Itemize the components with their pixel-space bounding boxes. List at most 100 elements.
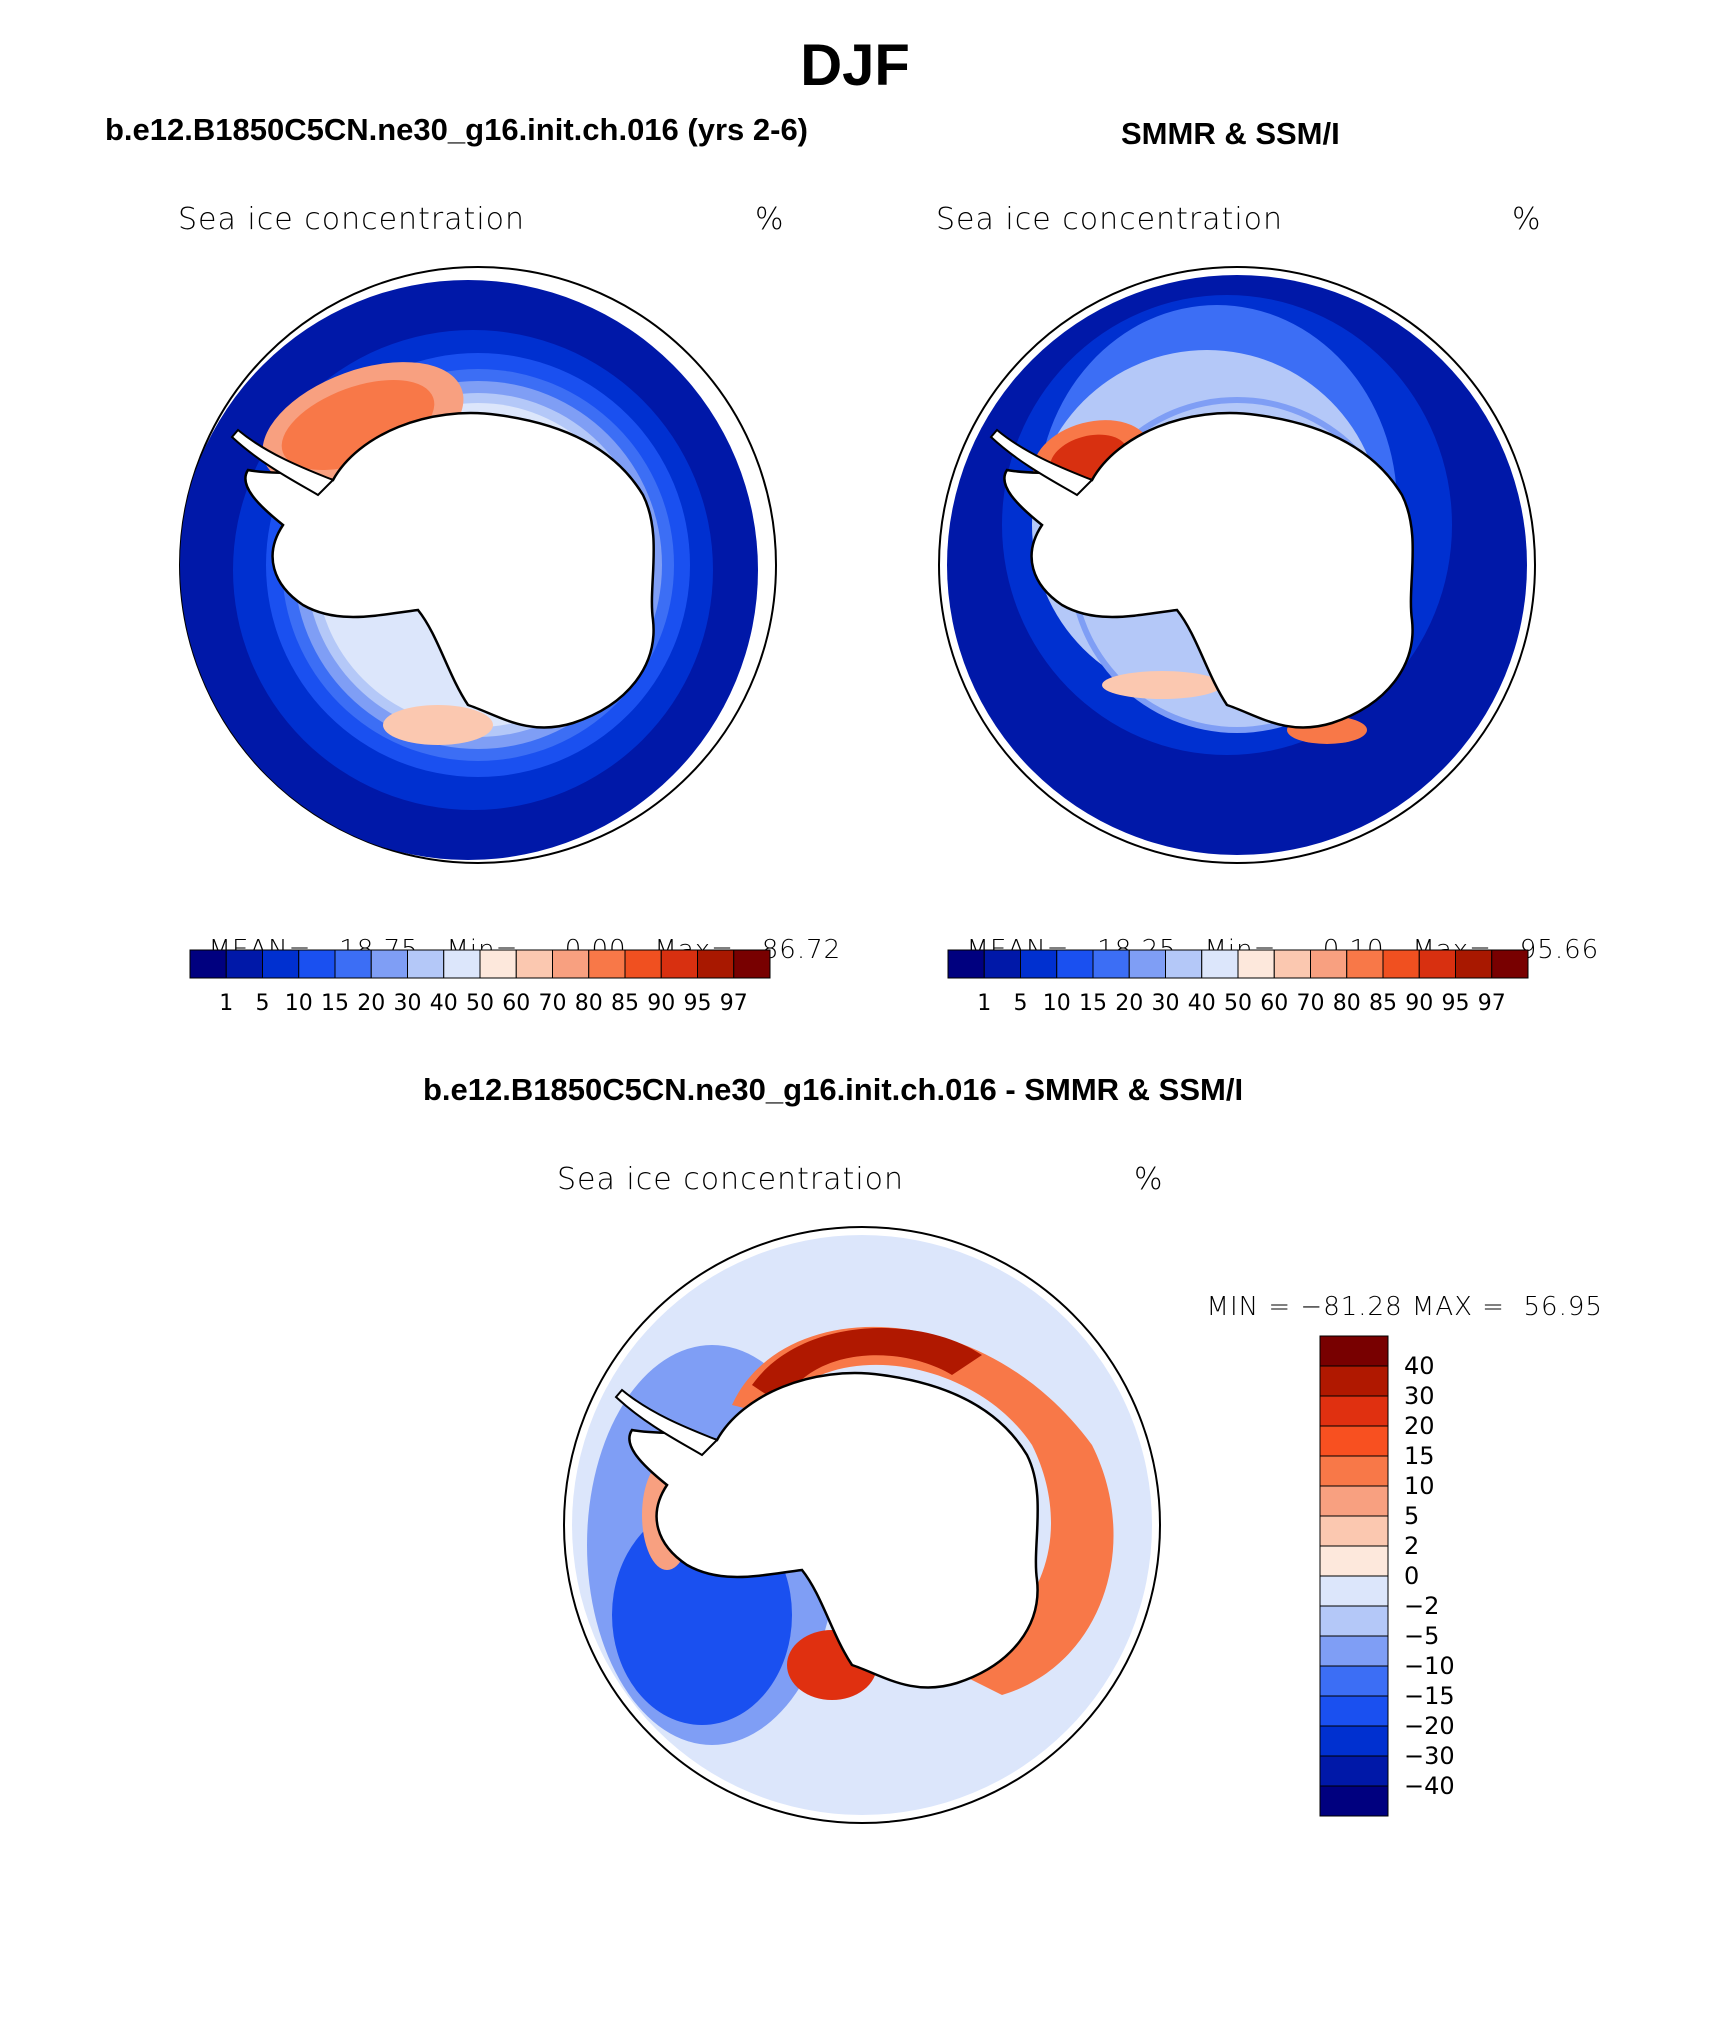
obs-colorbar-tick-label: 15: [1079, 991, 1107, 1016]
obs-units-label: %: [1512, 202, 1542, 237]
obs-colorbar-swatch: [1418, 949, 1456, 979]
diff-colorbar-swatch: [1319, 1365, 1389, 1397]
diff-colorbar-tick-label: −2: [1404, 1592, 1439, 1620]
panel-diff-title: b.e12.B1850C5CN.ne30_g16.init.ch.016 - S…: [423, 1072, 1244, 1107]
obs-colorbar-swatch: [1455, 949, 1493, 979]
obs-colorbar-swatch: [1201, 949, 1239, 979]
model-colorbar-swatch: [733, 949, 771, 979]
model-colorbar-tick-label: 95: [684, 991, 712, 1016]
obs-colorbar-swatch: [1056, 949, 1094, 979]
obs-colorbar-tick-label: 85: [1369, 991, 1397, 1016]
model-colorbar-tick-label: 30: [394, 991, 422, 1016]
figure-title: DJF: [800, 33, 910, 98]
model-colorbar-swatch: [552, 949, 590, 979]
panel-obs-title: SMMR & SSM/I: [1121, 116, 1340, 151]
diff-colorbar-tick-label: 15: [1404, 1442, 1435, 1470]
obs-colorbar-swatch: [1020, 949, 1058, 979]
model-colorbar-swatch: [624, 949, 662, 979]
model-colorbar-swatch: [407, 949, 445, 979]
model-colorbar-tick-label: 10: [285, 991, 313, 1016]
obs-colorbar-tick-label: 20: [1115, 991, 1143, 1016]
obs-map: [938, 266, 1536, 864]
panel-model-title: b.e12.B1850C5CN.ne30_g16.init.ch.016 (yr…: [105, 112, 809, 147]
model-colorbar-swatch: [443, 949, 481, 979]
model-colorbar-swatch: [370, 949, 408, 979]
diff-colorbar-swatch: [1319, 1725, 1389, 1757]
diff-colorbar-tick-label: −40: [1404, 1772, 1455, 1800]
diff-colorbar-swatch: [1319, 1665, 1389, 1697]
model-colorbar-tick-label: 5: [256, 991, 270, 1016]
obs-colorbar-tick-label: 60: [1260, 991, 1288, 1016]
obs-colorbar-tick-label: 70: [1297, 991, 1325, 1016]
obs-colorbar-tick-label: 80: [1333, 991, 1361, 1016]
diff-colorbar-swatch: [1319, 1635, 1389, 1667]
model-map: [179, 266, 777, 864]
diff-colorbar-swatch: [1319, 1425, 1389, 1457]
model-colorbar-swatch: [479, 949, 517, 979]
model-colorbar-swatch: [588, 949, 626, 979]
model-colorbar-tick-label: 40: [430, 991, 458, 1016]
diff-colorbar-swatch: [1319, 1575, 1389, 1607]
obs-colorbar-swatch: [1273, 949, 1311, 979]
diff-colorbar-tick-label: 10: [1404, 1472, 1435, 1500]
model-colorbar-tick-label: 90: [647, 991, 675, 1016]
diff-colorbar-tick-label: 5: [1404, 1502, 1419, 1530]
model-colorbar: 1 5 10 15 20 30 40 50 60 70 80 85 90 95 97: [189, 949, 771, 1016]
model-colorbar-tick-label: 1: [219, 991, 233, 1016]
diff-colorbar-swatch: [1319, 1785, 1389, 1817]
diff-colorbar-tick-label: 2: [1404, 1532, 1419, 1560]
model-colorbar-swatch: [298, 949, 336, 979]
diff-colorbar-swatch: [1319, 1545, 1389, 1577]
obs-colorbar-tick-label: 5: [1014, 991, 1028, 1016]
obs-colorbar-swatch: [947, 949, 985, 979]
diff-colorbar-tick-label: 20: [1404, 1412, 1435, 1440]
diff-stats: MIN = −81.28 MAX = 56.95: [1206, 1292, 1603, 1322]
obs-colorbar-swatch: [1310, 949, 1348, 979]
obs-colorbar-swatch: [1237, 949, 1275, 979]
diff-colorbar-swatch: [1319, 1515, 1389, 1547]
model-colorbar-tick-label: 80: [575, 991, 603, 1016]
diff-units-label: %: [1134, 1162, 1164, 1197]
diff-colorbar-swatch: [1319, 1755, 1389, 1787]
diff-colorbar-tick-label: −20: [1404, 1712, 1455, 1740]
model-colorbar-tick-label: 60: [502, 991, 530, 1016]
model-colorbar-swatch: [262, 949, 300, 979]
diff-colorbar-tick-label: −30: [1404, 1742, 1455, 1770]
model-variable-label: Sea ice concentration: [178, 202, 526, 237]
diff-colorbar-tick-label: −10: [1404, 1652, 1455, 1680]
obs-colorbar: 1 5 10 15 20 30 40 50 60 70 80 85 90 95 97: [947, 949, 1529, 1016]
model-colorbar-swatch: [189, 949, 227, 979]
obs-colorbar-tick-label: 40: [1188, 991, 1216, 1016]
diff-colorbar-tick-label: 40: [1404, 1352, 1435, 1380]
diff-variable-label: Sea ice concentration: [557, 1162, 905, 1197]
model-colorbar-tick-label: 50: [466, 991, 494, 1016]
diff-colorbar-tick-label: 30: [1404, 1382, 1435, 1410]
obs-colorbar-swatch: [1346, 949, 1384, 979]
obs-colorbar-swatch: [1382, 949, 1420, 979]
diff-colorbar-tick-label: −5: [1404, 1622, 1439, 1650]
obs-colorbar-tick-label: 30: [1152, 991, 1180, 1016]
diff-colorbar-swatch: [1319, 1455, 1389, 1487]
model-colorbar-swatch: [697, 949, 735, 979]
diff-map: [563, 1226, 1161, 1824]
obs-colorbar-swatch: [1491, 949, 1529, 979]
model-colorbar-swatch: [515, 949, 553, 979]
model-units-label: %: [755, 202, 785, 237]
model-colorbar-swatch: [660, 949, 698, 979]
obs-colorbar-swatch: [983, 949, 1021, 979]
obs-colorbar-tick-label: 97: [1478, 991, 1506, 1016]
obs-variable-label: Sea ice concentration: [936, 202, 1284, 237]
diff-colorbar-swatch: [1319, 1335, 1389, 1367]
model-colorbar-swatch: [225, 949, 263, 979]
diff-colorbar-swatch: [1319, 1695, 1389, 1727]
model-colorbar-tick-label: 15: [321, 991, 349, 1016]
obs-colorbar-tick-label: 95: [1442, 991, 1470, 1016]
model-colorbar-tick-label: 85: [611, 991, 639, 1016]
diff-colorbar-tick-label: 0: [1404, 1562, 1419, 1590]
model-colorbar-tick-label: 97: [720, 991, 748, 1016]
diff-colorbar-swatch: [1319, 1395, 1389, 1427]
model-colorbar-tick-label: 70: [539, 991, 567, 1016]
model-colorbar-swatch: [334, 949, 372, 979]
diff-colorbar-swatch: [1319, 1485, 1389, 1517]
